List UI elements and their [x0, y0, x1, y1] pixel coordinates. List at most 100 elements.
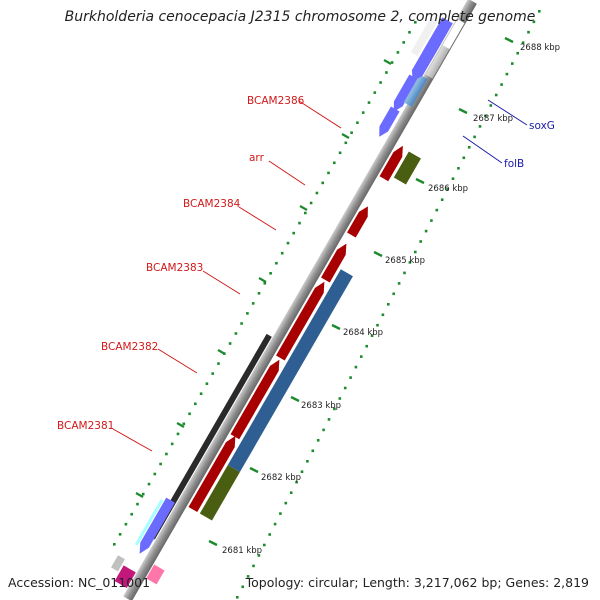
callout-bcam2384 [238, 206, 277, 231]
gc-dot-inner [538, 10, 541, 13]
tick-mark [458, 107, 468, 115]
gc-dot-inner [354, 365, 358, 369]
genome-strip [111, 0, 477, 600]
gc-dot-outer [211, 372, 214, 375]
gc-dot-inner [408, 261, 412, 264]
gc-dot-inner [316, 439, 320, 442]
gc-dot-outer [240, 322, 243, 325]
blast-hit-grey-top [410, 17, 438, 57]
gene-label-bcam2381: BCAM2381 [57, 420, 114, 432]
gc-dot-inner [532, 20, 536, 24]
gc-dot-outer [350, 131, 353, 134]
gc-dot-outer [379, 81, 382, 84]
gc-dot-outer [257, 292, 261, 295]
gc-dot-inner [289, 491, 293, 494]
gc-dot-outer [304, 211, 307, 215]
gc-dot-inner [473, 135, 476, 139]
blast-hit-blue [227, 269, 353, 473]
outer-tick-dash [341, 133, 350, 139]
gc-dot-outer [298, 221, 301, 225]
gene-label-soxg: soxG [529, 120, 555, 132]
gc-dot-inner [360, 355, 363, 358]
forward-strand-cds [188, 145, 403, 513]
tick-marks [135, 36, 514, 547]
blast-segment-dark [149, 333, 272, 540]
gc-dot-inner [440, 198, 444, 201]
gc-dot-outer [321, 181, 324, 185]
tick-label-2683: 2683 kbp [301, 401, 341, 411]
gc-dot-outer [315, 191, 319, 195]
callout-lines [112, 99, 528, 452]
gc-dot-inner [430, 219, 433, 222]
gc-dot-inner [241, 585, 244, 589]
blast-hit-track [199, 151, 421, 521]
gc-dot-inner [349, 376, 352, 379]
gc-dot-inner [306, 460, 309, 463]
gc-dot-outer [159, 462, 162, 466]
gc-dot-inner [435, 208, 439, 212]
cds-bcam2386 [379, 145, 403, 182]
gc-dot-outer [199, 392, 203, 395]
gc-dot-outer [251, 302, 255, 305]
gc-dot-inner [376, 323, 379, 327]
outer-tick-dash [176, 422, 185, 428]
gc-dot-outer [136, 502, 139, 506]
gc-dot-outer [390, 61, 394, 64]
cds-bcam2381 [188, 435, 236, 513]
gene-label-bcam2384: BCAM2384 [183, 198, 241, 210]
gc-dot-inner [236, 596, 239, 599]
gene-label-bcam2382: BCAM2382 [101, 341, 158, 353]
gc-dot-inner [343, 386, 347, 390]
gc-dot-outer [217, 362, 220, 365]
gc-dot-outer [234, 332, 238, 335]
gc-dot-inner [252, 564, 255, 568]
gene-label-arr: arr [249, 152, 265, 164]
blast-hit-green-lower [199, 465, 240, 521]
accession-caption: Accession: NC_011001 [8, 575, 151, 590]
gc-dot-inner [322, 428, 325, 432]
gc-dot-outer [292, 231, 295, 235]
cds-soxg-part [393, 74, 419, 112]
gc-dot-inner [521, 41, 525, 44]
gc-dot-outer [118, 533, 122, 536]
gc-dot-outer [153, 472, 157, 476]
tick-label-2681: 2681 kbp [222, 546, 262, 556]
callout-bcam2386 [298, 100, 342, 129]
gc-dot-inner [511, 62, 514, 65]
gc-dot-inner [257, 554, 261, 557]
tick-label-2684: 2684 kbp [343, 328, 383, 338]
tick-label-2688: 2688 kbp [520, 43, 560, 53]
gc-dot-outer [165, 452, 168, 456]
tick-label-2687: 2687 kbp [473, 114, 513, 124]
gc-dot-inner [370, 334, 374, 337]
callout-bcam2383 [202, 270, 241, 295]
tick-mark [249, 466, 259, 474]
tick-label-2685: 2685 kbp [385, 256, 425, 266]
gc-dot-outer [344, 141, 348, 145]
blast-hit-green-upper [393, 151, 421, 185]
gc-dot-inner [295, 480, 298, 484]
gc-dot-outer [356, 121, 359, 124]
gc-dot-inner [403, 271, 406, 275]
cds-reverse-top [422, 17, 453, 58]
gc-dot-inner [516, 51, 519, 55]
cds-cyan-lower [134, 499, 164, 546]
outer-tick-dash [217, 349, 226, 355]
gc-dot-inner [381, 313, 385, 317]
gc-dot-outer [141, 492, 145, 496]
gc-dot-inner [446, 187, 449, 191]
gene-label-folb: folB [504, 158, 524, 170]
gc-dot-outer [402, 41, 405, 44]
gc-dot-inner [478, 125, 482, 128]
cds-reverse-lower [139, 497, 175, 554]
gc-dot-inner [397, 282, 401, 285]
gc-dot-inner [484, 114, 487, 118]
gc-dot-outer [269, 272, 272, 275]
gc-dot-inner [311, 449, 315, 453]
gene-label-bcam2386: BCAM2386 [247, 95, 305, 107]
blast-gap-white [442, 19, 465, 50]
backbone [123, 0, 477, 600]
cds-bcam2383 [276, 281, 325, 361]
tick-mark [373, 250, 383, 258]
